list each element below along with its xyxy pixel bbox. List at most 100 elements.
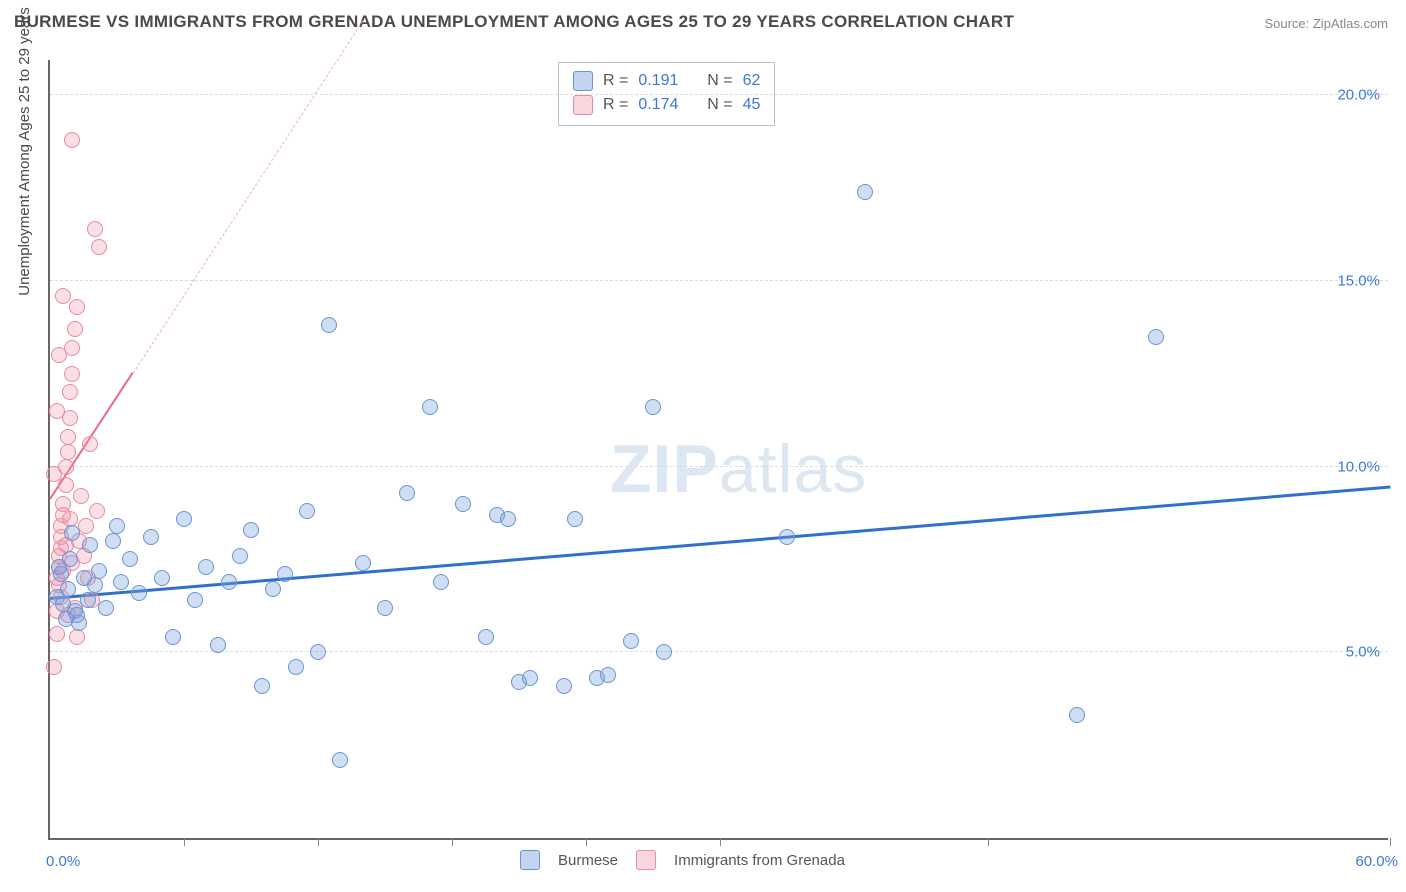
gridline: [50, 651, 1388, 652]
data-point: [62, 410, 78, 426]
data-point: [46, 466, 62, 482]
data-point: [176, 511, 192, 527]
data-point: [433, 574, 449, 590]
scatter-plot-area: ZIPatlas R = 0.191 N = 62 R = 0.174 N = …: [48, 60, 1388, 840]
data-point: [55, 496, 71, 512]
data-point: [377, 600, 393, 616]
data-point: [87, 577, 103, 593]
data-point: [98, 600, 114, 616]
data-point: [221, 574, 237, 590]
data-point: [60, 444, 76, 460]
data-point: [422, 399, 438, 415]
burmese-N: 62: [743, 72, 761, 90]
N-label: N =: [707, 96, 732, 114]
data-point: [567, 511, 583, 527]
data-point: [399, 485, 415, 501]
data-point: [277, 566, 293, 582]
data-point: [62, 384, 78, 400]
data-point: [187, 592, 203, 608]
y-axis-title: Unemployment Among Ages 25 to 29 years: [16, 7, 33, 296]
chart-title: BURMESE VS IMMIGRANTS FROM GRENADA UNEMP…: [14, 12, 1014, 32]
burmese-R: 0.191: [638, 72, 678, 90]
data-point: [67, 321, 83, 337]
data-point: [254, 678, 270, 694]
data-point: [91, 239, 107, 255]
stats-row-burmese: R = 0.191 N = 62: [573, 69, 760, 93]
watermark-light: atlas: [719, 431, 868, 507]
data-point: [243, 522, 259, 538]
data-point: [64, 132, 80, 148]
data-point: [455, 496, 471, 512]
data-point: [91, 563, 107, 579]
x-tick: [452, 838, 453, 846]
data-point: [265, 581, 281, 597]
data-point: [62, 511, 78, 527]
data-point: [779, 529, 795, 545]
data-point: [288, 659, 304, 675]
y-tick-label: 20.0%: [1337, 87, 1380, 104]
data-point: [89, 503, 105, 519]
x-tick: [988, 838, 989, 846]
data-point: [623, 633, 639, 649]
data-point: [522, 670, 538, 686]
y-tick-label: 15.0%: [1337, 272, 1380, 289]
data-point: [656, 644, 672, 660]
data-point: [600, 667, 616, 683]
watermark: ZIPatlas: [610, 430, 867, 508]
data-point: [299, 503, 315, 519]
x-tick: [184, 838, 185, 846]
grenada-R: 0.174: [638, 96, 678, 114]
swatch-pink-icon: [573, 95, 593, 115]
legend-swatch-blue-icon: [520, 850, 540, 870]
data-point: [131, 585, 147, 601]
data-point: [232, 548, 248, 564]
data-point: [69, 629, 85, 645]
data-point: [87, 221, 103, 237]
swatch-blue-icon: [573, 71, 593, 91]
data-point: [556, 678, 572, 694]
data-point: [64, 525, 80, 541]
legend-burmese: Burmese: [558, 852, 618, 869]
data-point: [321, 317, 337, 333]
data-point: [1069, 707, 1085, 723]
bottom-legend: Burmese Immigrants from Grenada: [520, 850, 845, 870]
data-point: [1148, 329, 1164, 345]
gridline: [50, 466, 1388, 467]
data-point: [310, 644, 326, 660]
data-point: [143, 529, 159, 545]
data-point: [82, 537, 98, 553]
data-point: [478, 629, 494, 645]
data-point: [80, 592, 96, 608]
data-point: [46, 659, 62, 675]
y-tick-label: 10.0%: [1337, 458, 1380, 475]
data-point: [51, 347, 67, 363]
legend-grenada: Immigrants from Grenada: [674, 852, 845, 869]
data-point: [64, 366, 80, 382]
x-max-label: 60.0%: [1355, 853, 1398, 870]
data-point: [165, 629, 181, 645]
stats-row-grenada: R = 0.174 N = 45: [573, 93, 760, 117]
data-point: [55, 288, 71, 304]
trend-line: [50, 486, 1390, 600]
x-tick: [318, 838, 319, 846]
x-tick: [586, 838, 587, 846]
data-point: [82, 436, 98, 452]
data-point: [332, 752, 348, 768]
data-point: [60, 429, 76, 445]
legend-swatch-pink-icon: [636, 850, 656, 870]
data-point: [154, 570, 170, 586]
x-tick: [1390, 838, 1391, 846]
data-point: [122, 551, 138, 567]
data-point: [355, 555, 371, 571]
data-point: [645, 399, 661, 415]
y-tick-label: 5.0%: [1346, 644, 1380, 661]
data-point: [198, 559, 214, 575]
watermark-bold: ZIP: [610, 431, 719, 507]
N-label: N =: [707, 72, 732, 90]
R-label: R =: [603, 96, 628, 114]
x-tick: [720, 838, 721, 846]
data-point: [69, 299, 85, 315]
data-point: [210, 637, 226, 653]
R-label: R =: [603, 72, 628, 90]
data-point: [73, 488, 89, 504]
